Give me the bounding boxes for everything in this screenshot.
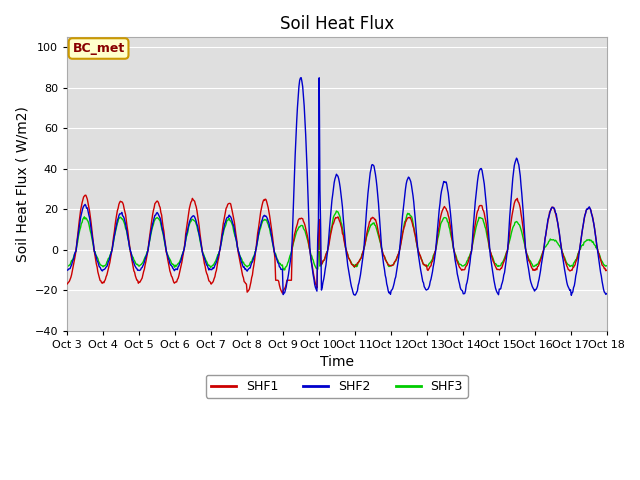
SHF3 xyxy=(183,232,191,238)
SHF2 xyxy=(403,178,411,183)
SHF1 xyxy=(73,240,81,245)
SHF3 xyxy=(281,267,289,273)
SHF2 xyxy=(298,75,305,81)
SHF1 xyxy=(278,290,286,296)
SHF1 xyxy=(420,262,428,268)
SHF1 xyxy=(212,267,220,273)
Line: SHF2: SHF2 xyxy=(67,78,607,295)
SHF3 xyxy=(404,210,412,216)
Title: Soil Heat Flux: Soil Heat Flux xyxy=(280,15,394,33)
SHF2 xyxy=(419,278,427,284)
SHF3 xyxy=(603,263,611,269)
SHF2 xyxy=(603,291,611,297)
Y-axis label: Soil Heat Flux ( W/m2): Soil Heat Flux ( W/m2) xyxy=(15,106,29,262)
X-axis label: Time: Time xyxy=(320,355,354,370)
SHF2 xyxy=(129,257,136,263)
SHF3 xyxy=(73,242,81,248)
SHF2 xyxy=(183,229,191,235)
Line: SHF1: SHF1 xyxy=(67,195,607,293)
SHF3 xyxy=(63,263,71,269)
Line: SHF3: SHF3 xyxy=(67,211,607,270)
Legend: SHF1, SHF2, SHF3: SHF1, SHF2, SHF3 xyxy=(206,375,468,398)
SHF3 xyxy=(420,261,428,267)
Bar xyxy=(67,37,607,250)
SHF3 xyxy=(333,208,340,214)
SHF2 xyxy=(212,261,220,267)
SHF1 xyxy=(404,215,412,221)
SHF3 xyxy=(129,254,136,260)
SHF1 xyxy=(603,267,611,273)
SHF2 xyxy=(63,267,71,273)
SHF1 xyxy=(82,192,90,198)
SHF1 xyxy=(184,215,192,221)
SHF2 xyxy=(568,292,575,298)
SHF2 xyxy=(73,240,81,246)
SHF3 xyxy=(212,258,220,264)
SHF1 xyxy=(129,264,137,270)
Text: BC_met: BC_met xyxy=(72,42,125,55)
SHF1 xyxy=(63,281,71,287)
